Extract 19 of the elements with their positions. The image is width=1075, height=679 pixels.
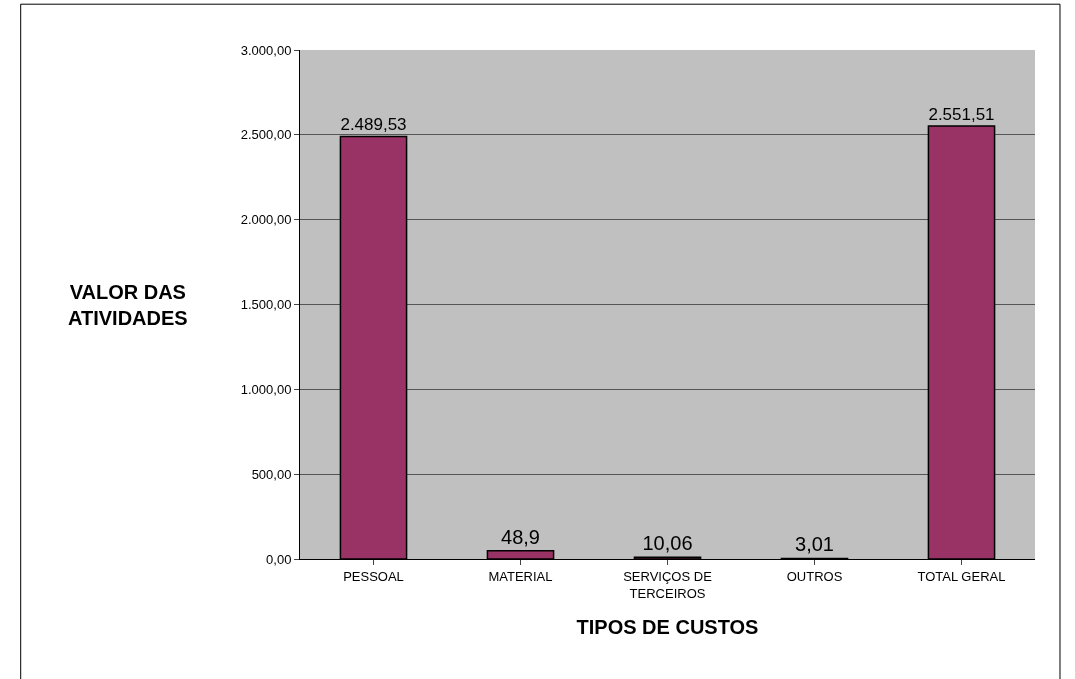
data-label: 2.551,51: [928, 104, 995, 124]
y-tick-label: 0,00: [266, 551, 292, 567]
data-label: 10,06: [642, 532, 693, 555]
x-axis-title: TIPOS DE CUSTOS: [576, 616, 759, 638]
y-tick-label: 3.000,00: [240, 42, 292, 58]
data-label: 2.489,53: [340, 115, 407, 135]
y-tick-label: 1.500,00: [240, 297, 292, 313]
y-tick-label: 2.000,00: [240, 212, 292, 228]
data-label: 48,9: [501, 525, 540, 548]
y-tick-label: 2.500,00: [240, 127, 292, 143]
x-tick-label: SERVIÇOS DE TERCEIROS: [623, 568, 713, 601]
x-tick-label: TOTAL GERAL: [917, 568, 1006, 584]
x-tick-label: OUTROS: [786, 568, 843, 584]
y-tick-label: 1.000,00: [240, 381, 292, 397]
x-tick-label: MATERIAL: [488, 568, 553, 584]
y-tick-label: 500,00: [251, 466, 292, 482]
x-tick-label: PESSOAL: [343, 568, 404, 584]
data-label: 3,01: [795, 533, 834, 556]
y-axis-title: VALOR DAS ATIVIDADES: [68, 281, 188, 329]
